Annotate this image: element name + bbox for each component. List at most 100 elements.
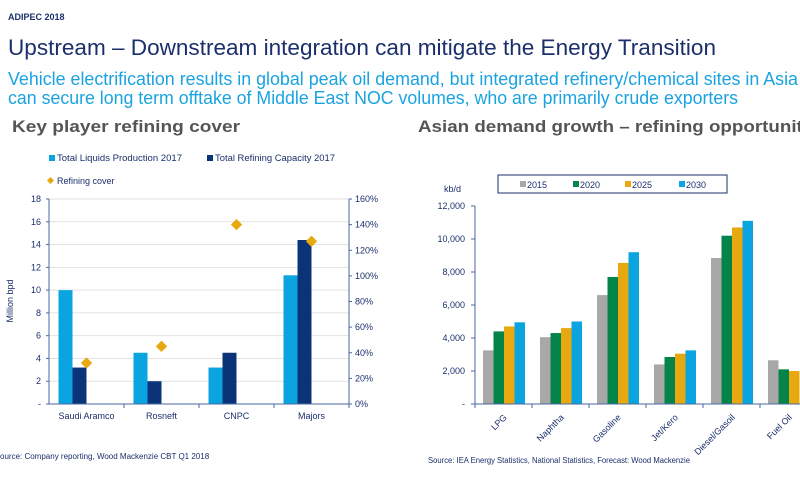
x-tick-label: Gasoline <box>591 412 623 444</box>
y-tick-label: 12,000 <box>437 201 465 211</box>
legend-swatch-capacity <box>207 155 213 161</box>
right-legend-box <box>497 174 728 194</box>
bar-refining-capacity <box>147 381 162 404</box>
y-tick-label: 12 <box>31 262 41 272</box>
legend-capacity: Total Refining Capacity 2017 <box>215 153 335 163</box>
y-tick-label: - <box>38 399 41 409</box>
legend-swatch-production <box>49 155 55 161</box>
x-tick-label: Saudi Aramco <box>58 411 114 421</box>
bar-liquids-production <box>133 352 148 404</box>
subtitle-line-1: Vehicle electrification results in globa… <box>8 69 799 89</box>
bar-2015 <box>597 295 608 404</box>
legend-label-2030: 2030 <box>686 180 706 190</box>
bar-2025 <box>504 326 515 404</box>
y-tick-label: 8,000 <box>442 267 465 277</box>
bar-2030 <box>628 252 639 404</box>
legend-production: Total Liquids Production 2017 <box>57 153 182 163</box>
x-tick-label: LPG <box>489 412 509 432</box>
y-tick-label: - <box>462 399 465 409</box>
legend-cover: Refining cover <box>57 176 115 186</box>
y-tick-label: 2 <box>36 376 41 386</box>
right-y-axis-label: kb/d <box>444 184 461 194</box>
x-tick-label: Naphtha <box>535 412 566 443</box>
bar-2020 <box>721 235 732 404</box>
bar-2030 <box>514 322 525 404</box>
legend-label-2015: 2015 <box>527 180 547 190</box>
bar-2025 <box>675 353 686 404</box>
legend-label-2025: 2025 <box>632 180 652 190</box>
y2-tick-label: 100% <box>355 271 378 281</box>
y-tick-label: 14 <box>31 240 41 250</box>
y2-tick-label: 140% <box>355 220 378 230</box>
y-tick-label: 16 <box>31 217 41 227</box>
bar-2015 <box>711 257 722 404</box>
legend-swatch-cover <box>46 176 55 185</box>
subtitle-line-2: can secure long term offtake of Middle E… <box>8 88 738 108</box>
bar-2020 <box>493 331 504 404</box>
bar-2020 <box>664 356 675 404</box>
y-tick-label: 6,000 <box>442 300 465 310</box>
bar-refining-capacity <box>72 367 87 404</box>
bar-2030 <box>685 350 696 404</box>
bar-2020 <box>778 369 789 404</box>
y-tick-label: 6 <box>36 331 41 341</box>
y2-tick-label: 40% <box>355 348 373 358</box>
x-tick-label: Diesel/Gasoil <box>692 412 737 457</box>
right-chart-title: Asian demand growth – refining opportuni… <box>418 117 800 136</box>
bar-2015 <box>540 337 551 404</box>
bar-refining-capacity <box>297 240 312 404</box>
y2-tick-label: 0% <box>355 399 368 409</box>
x-tick-label: Rosneft <box>146 411 178 421</box>
right-source: Source: IEA Energy Statistics, National … <box>428 456 691 465</box>
y2-tick-label: 120% <box>355 245 378 255</box>
bar-2020 <box>607 276 618 404</box>
y2-tick-label: 60% <box>355 322 373 332</box>
x-tick-label: Majors <box>298 411 326 421</box>
x-tick-label: Fuel Oil <box>765 412 794 441</box>
bar-2025 <box>789 371 800 404</box>
y-tick-label: 10 <box>31 285 41 295</box>
right-legend: 2015 2020 2025 2030 <box>520 180 706 190</box>
x-tick-label: Jet/Kero <box>649 412 680 443</box>
y2-tick-label: 80% <box>355 297 373 307</box>
refining-cover-point <box>230 218 243 231</box>
bar-2030 <box>742 220 753 404</box>
y2-tick-label: 20% <box>355 373 373 383</box>
legend-label-2020: 2020 <box>580 180 600 190</box>
y-tick-label: 4 <box>36 353 41 363</box>
refining-cover-point <box>155 340 168 353</box>
y-tick-label: 2,000 <box>442 366 465 376</box>
legend-swatch-2025 <box>625 181 631 187</box>
right-chart: - 2,000 4,000 6,000 8,000 10,000 12,000 LPG Naph… <box>437 201 800 457</box>
left-source: ource: Company reporting, Wood Mackenzie… <box>0 452 210 461</box>
y-tick-label: 18 <box>31 194 41 204</box>
refining-cover-point <box>80 357 93 369</box>
legend-swatch-2020 <box>573 181 579 187</box>
legend-swatch-2015 <box>520 181 526 187</box>
bar-liquids-production <box>283 275 298 404</box>
bar-2025 <box>561 328 572 404</box>
bar-refining-capacity <box>222 352 237 404</box>
bar-2025 <box>618 262 629 404</box>
bar-liquids-production <box>58 290 73 404</box>
bar-2015 <box>768 360 779 404</box>
legend-swatch-2030 <box>679 181 685 187</box>
event-label: ADIPEC 2018 <box>8 12 65 22</box>
bar-2015 <box>483 350 494 404</box>
y-tick-label: 4,000 <box>442 333 465 343</box>
left-chart-title: Key player refining cover <box>12 117 240 136</box>
bar-2030 <box>571 321 582 404</box>
bar-2020 <box>550 333 561 404</box>
refining-cover-point <box>305 235 318 247</box>
x-tick-label: CNPC <box>224 411 250 421</box>
bar-2015 <box>654 364 665 404</box>
page-title: Upstream – Downstream integration can mi… <box>8 35 716 60</box>
y-tick-label: 10,000 <box>437 234 465 244</box>
left-y-axis-label: Million bpd <box>5 279 15 322</box>
left-chart: - 2 4 6 8 10 12 14 16 18 0% 20% 40% 60% 80% 100% 120% 140… <box>31 194 378 421</box>
y2-tick-label: 160% <box>355 194 378 204</box>
y-tick-label: 8 <box>36 308 41 318</box>
bar-liquids-production <box>208 367 223 404</box>
bar-2025 <box>732 227 743 404</box>
